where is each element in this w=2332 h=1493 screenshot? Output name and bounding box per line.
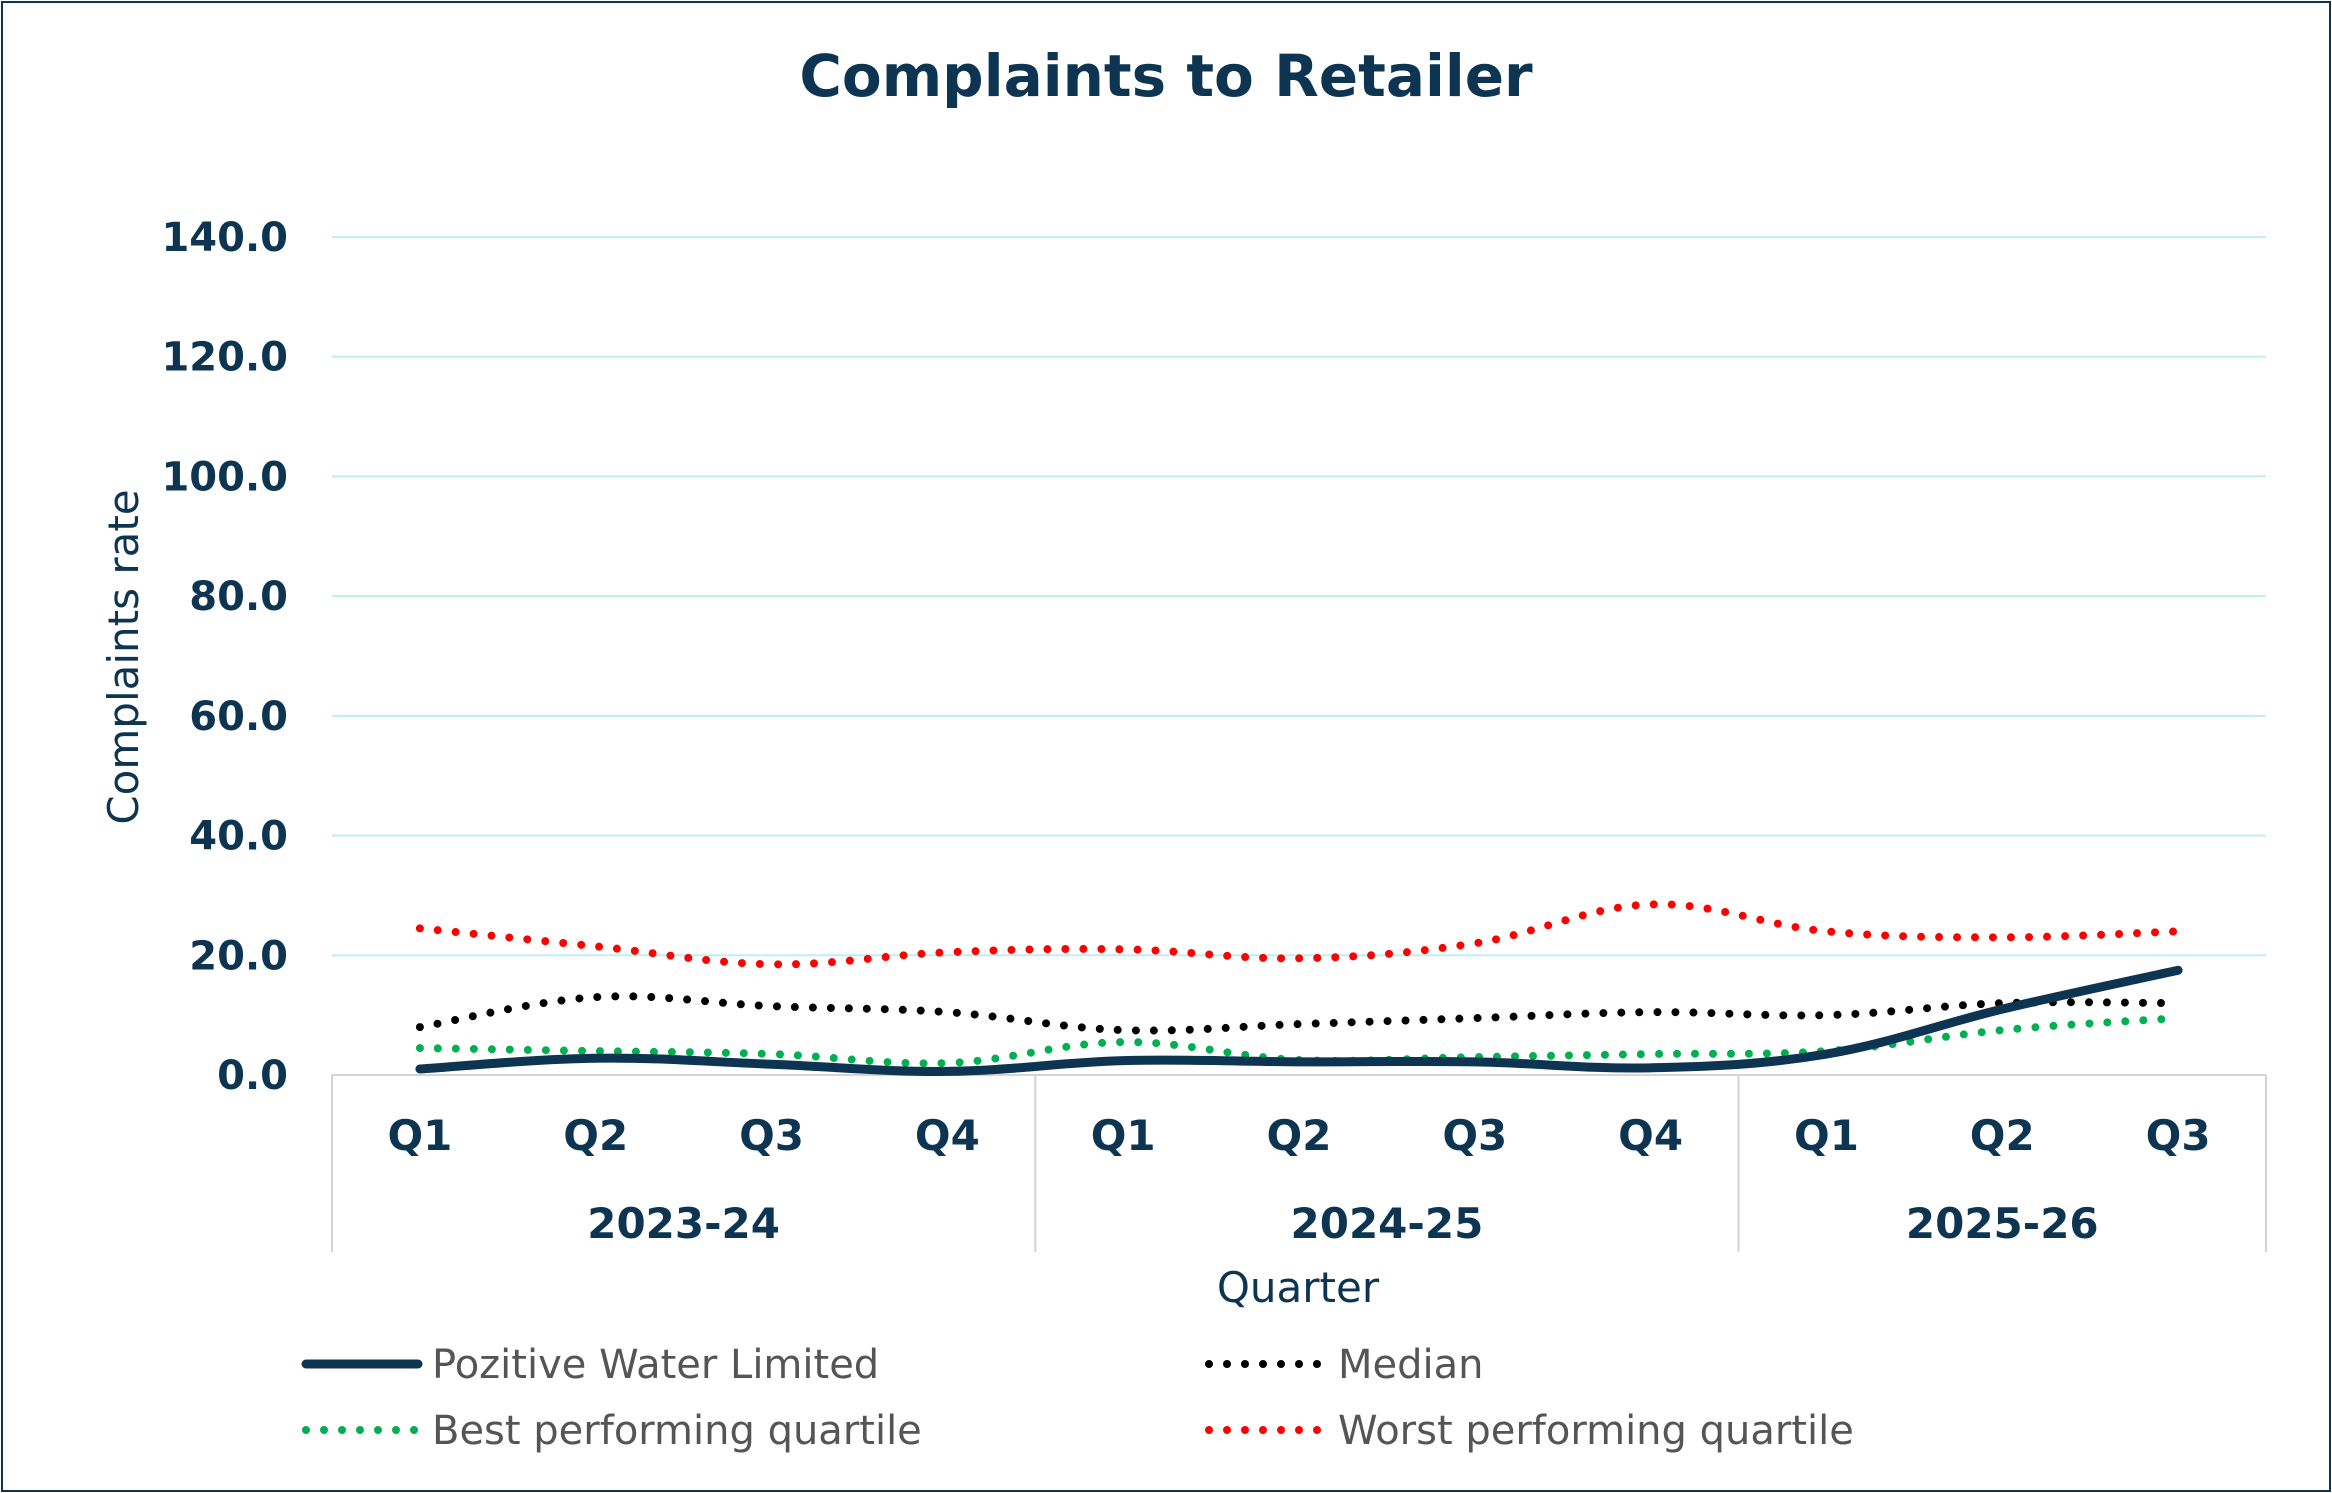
x-tick-label: Q2 (1970, 1111, 2035, 1160)
y-axis-ticks: 0.0 20.0 40.0 60.0 80.0 100.0 120.0 140.0 (161, 215, 288, 1099)
gridlines (332, 236, 2266, 1076)
x-tick-label: Q1 (1091, 1111, 1156, 1160)
y-tick-label: 0.0 (217, 1053, 288, 1099)
x-tick-label: Q3 (1442, 1111, 1507, 1160)
y-tick-label: 60.0 (189, 694, 288, 740)
y-tick-label: 140.0 (161, 215, 288, 261)
legend-label: Median (1338, 1342, 1484, 1388)
x-axis-label: Quarter (1217, 1263, 1380, 1312)
x-group-label: 2025-26 (1906, 1199, 2099, 1248)
x-group-label: 2023-24 (587, 1199, 780, 1248)
legend: Pozitive Water Limited Median Best perform… (301, 1342, 1854, 1454)
y-axis-label: Complaints rate (99, 489, 148, 824)
x-tick-label: Q3 (739, 1111, 804, 1160)
series-lines (415, 900, 2183, 1076)
x-axis: Q1 Q2 Q3 Q4 Q1 Q2 Q3 Q4 Q1 Q2 Q3 2023-24 2024-25 2025… (331, 1075, 2267, 1252)
y-tick-label: 40.0 (189, 814, 288, 860)
series-line-worst-performing-quartile (415, 900, 2183, 969)
y-tick-label: 20.0 (189, 933, 288, 979)
series-line-pozitive-water-limited (415, 965, 2183, 1076)
y-tick-label: 120.0 (161, 335, 288, 381)
chart-title: Complaints to Retailer (799, 42, 1533, 110)
x-tick-label: Q1 (1794, 1111, 1859, 1160)
y-tick-label: 80.0 (189, 574, 288, 620)
legend-label: Best performing quartile (432, 1408, 922, 1454)
legend-label: Worst performing quartile (1338, 1408, 1854, 1454)
x-tick-label: Q1 (387, 1111, 452, 1160)
x-tick-label: Q2 (563, 1111, 628, 1160)
x-tick-label: Q2 (1267, 1111, 1332, 1160)
series-line-median (415, 992, 2183, 1035)
x-tick-label: Q3 (2146, 1111, 2211, 1160)
x-tick-label: Q4 (1618, 1111, 1683, 1160)
x-tick-label: Q4 (915, 1111, 980, 1160)
y-tick-label: 100.0 (161, 454, 288, 500)
legend-label: Pozitive Water Limited (432, 1342, 879, 1388)
x-group-label: 2024-25 (1291, 1199, 1484, 1248)
